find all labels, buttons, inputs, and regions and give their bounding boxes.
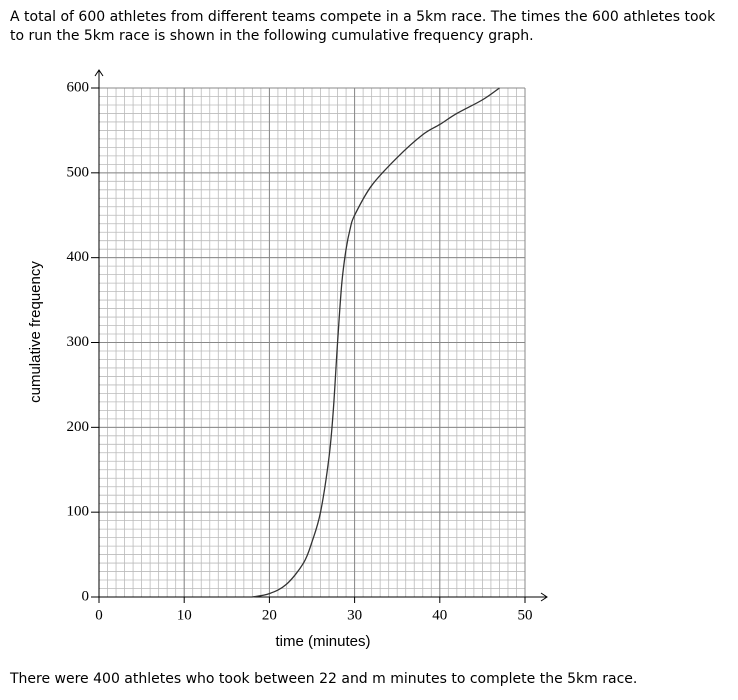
y-axis [94,69,104,597]
y-tick-label: 400 [67,249,90,265]
y-tick-label: 600 [67,79,90,95]
x-tick-label: 30 [347,607,362,623]
y-tick-label: 0 [82,588,90,604]
x-tick-label: 20 [262,607,277,623]
x-axis-label: time (minutes) [275,633,370,650]
x-tick-label: 0 [95,607,103,623]
x-tick-label: 40 [432,607,447,623]
y-tick-label: 100 [67,504,90,520]
y-tick-label: 200 [67,419,90,435]
y-tick-label: 300 [67,334,90,350]
intro-text: A total of 600 athletes from different t… [10,9,716,44]
x-tick-label: 50 [518,607,533,623]
x-axis [99,592,548,602]
y-axis-label: cumulative frequency [27,261,44,403]
cumulative-curve [252,87,500,598]
x-tick-label: 10 [177,607,192,623]
question-text: There were 400 athletes who took between… [10,671,638,687]
y-tick-label: 500 [67,164,90,180]
